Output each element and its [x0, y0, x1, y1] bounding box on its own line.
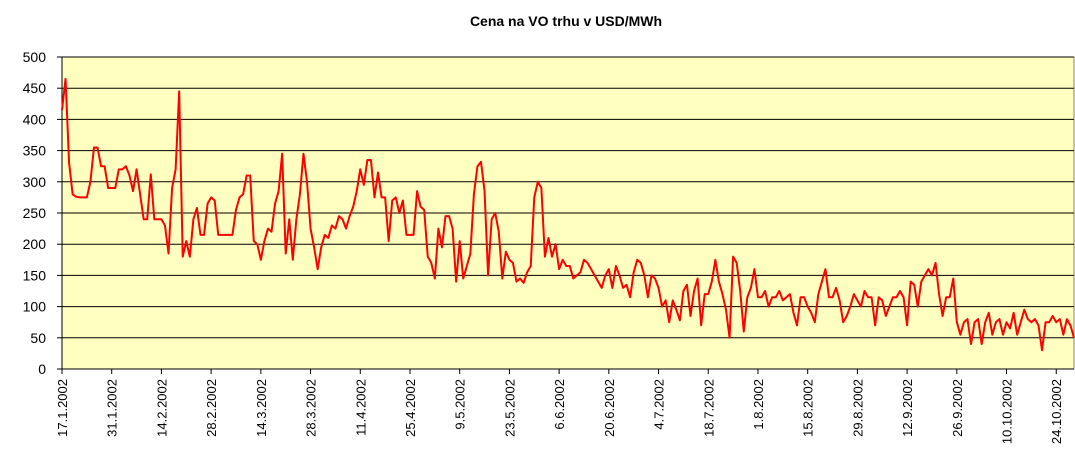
y-tick-label: 100	[23, 299, 47, 315]
x-tick-label: 18.7.2002	[701, 379, 716, 437]
y-tick-label: 200	[23, 236, 47, 252]
x-tick-label: 10.10.2002	[1000, 379, 1015, 444]
x-tick-label: 14.3.2002	[254, 379, 269, 437]
x-tick-label: 24.10.2002	[1049, 379, 1064, 444]
x-tick-label: 14.2.2002	[154, 379, 169, 437]
x-tick-label: 12.9.2002	[900, 379, 915, 437]
x-tick-label: 11.4.2002	[353, 379, 368, 436]
x-tick-label: 28.3.2002	[304, 379, 319, 437]
y-tick-label: 50	[30, 330, 46, 346]
x-tick-label: 4.7.2002	[652, 379, 667, 430]
x-tick-label: 28.2.2002	[204, 379, 219, 437]
y-tick-label: 250	[23, 205, 47, 221]
y-tick-label: 400	[23, 111, 47, 127]
y-tick-label: 350	[23, 143, 47, 159]
x-tick-label: 1.8.2002	[751, 379, 766, 430]
y-tick-label: 300	[23, 174, 47, 190]
line-series	[61, 77, 1075, 352]
x-tick-label: 23.5.2002	[502, 379, 517, 437]
x-tick-label: 26.9.2002	[950, 379, 965, 437]
x-tick-label: 29.8.2002	[850, 379, 865, 437]
y-tick-label: 500	[23, 49, 47, 65]
y-tick-label: 150	[23, 267, 47, 283]
y-tick-label: 450	[23, 80, 47, 96]
x-tick-label: 6.6.2002	[552, 379, 567, 430]
x-tick-label: 20.6.2002	[602, 379, 617, 437]
x-tick-label: 17.1.2002	[55, 379, 70, 437]
x-tick-label: 25.4.2002	[403, 379, 418, 437]
chart-title: Cena na VO trhu v USD/MWh	[470, 13, 662, 29]
x-tick-label: 15.8.2002	[801, 379, 816, 437]
x-tick-label: 31.1.2002	[105, 379, 120, 437]
x-tick-label: 9.5.2002	[453, 379, 468, 430]
y-tick-label: 0	[38, 361, 46, 377]
